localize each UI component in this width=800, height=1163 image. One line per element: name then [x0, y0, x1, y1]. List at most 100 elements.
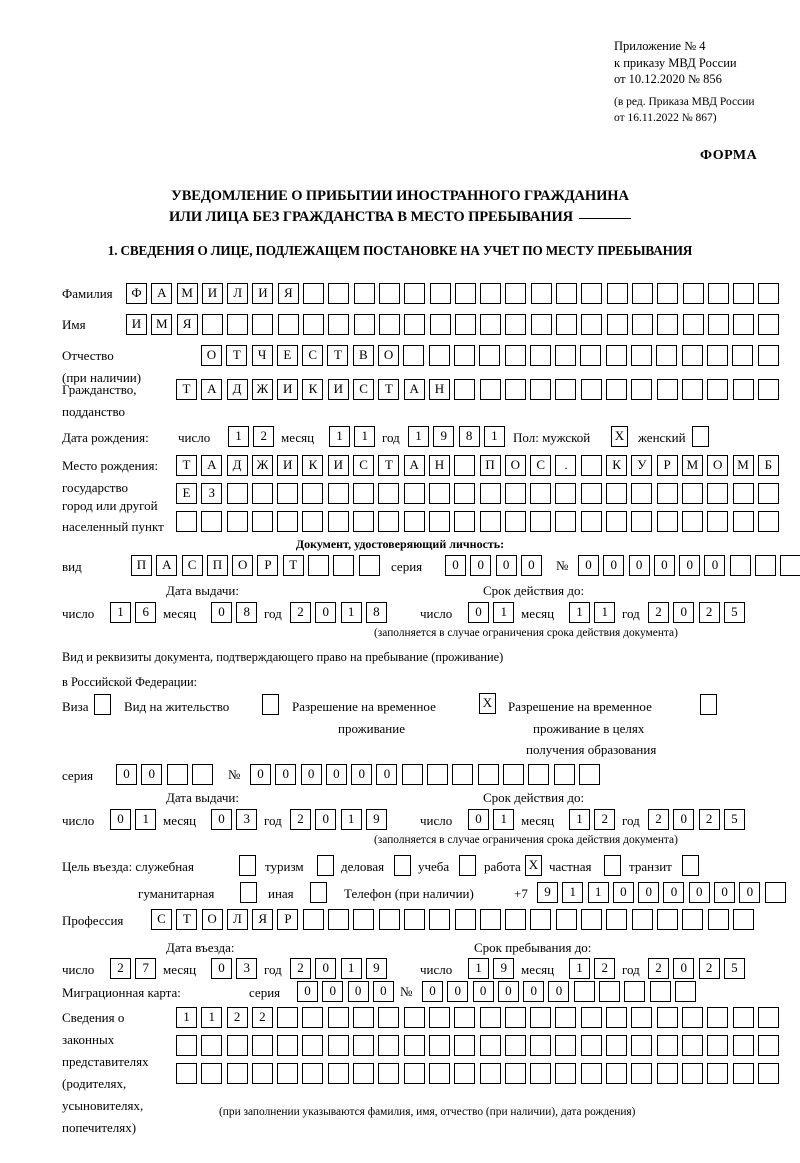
char-box[interactable]: [681, 1035, 703, 1056]
char-box[interactable]: [681, 379, 703, 400]
char-box[interactable]: 2: [594, 958, 616, 979]
char-box[interactable]: [302, 1007, 324, 1028]
char-box[interactable]: И: [277, 455, 299, 476]
char-box[interactable]: Л: [227, 283, 249, 304]
char-box[interactable]: [328, 909, 350, 930]
char-box[interactable]: [707, 483, 729, 504]
purpose-tourism-checkbox[interactable]: [317, 855, 334, 876]
char-box[interactable]: О: [378, 345, 400, 366]
char-box[interactable]: [302, 1035, 324, 1056]
purpose-other-checkbox[interactable]: [310, 882, 327, 903]
char-box[interactable]: [580, 379, 602, 400]
char-box[interactable]: М: [732, 455, 754, 476]
char-box[interactable]: А: [156, 555, 178, 576]
char-box[interactable]: [428, 1035, 450, 1056]
char-box[interactable]: [226, 511, 248, 532]
char-box[interactable]: 0: [297, 981, 318, 1002]
char-box[interactable]: Т: [226, 345, 248, 366]
char-box[interactable]: [606, 511, 628, 532]
char-box[interactable]: И: [252, 283, 274, 304]
char-box[interactable]: [302, 909, 324, 930]
char-box[interactable]: [479, 483, 501, 504]
char-box[interactable]: 0: [315, 958, 337, 979]
char-box[interactable]: [682, 909, 704, 930]
char-box[interactable]: [378, 511, 400, 532]
char-box[interactable]: [757, 379, 779, 400]
char-box[interactable]: 0: [497, 981, 519, 1002]
char-box[interactable]: 1: [228, 426, 249, 447]
char-box[interactable]: 1: [562, 882, 584, 903]
char-box[interactable]: [277, 483, 299, 504]
char-box[interactable]: [707, 314, 729, 335]
char-box[interactable]: О: [232, 555, 254, 576]
char-box[interactable]: О: [201, 909, 223, 930]
char-box[interactable]: [732, 1007, 754, 1028]
char-box[interactable]: [606, 909, 628, 930]
char-box[interactable]: 1: [354, 426, 376, 447]
char-box[interactable]: 0: [638, 882, 660, 903]
char-box[interactable]: [555, 379, 577, 400]
char-box[interactable]: [454, 483, 476, 504]
legal-rep-boxes-row2[interactable]: [176, 1035, 779, 1056]
char-box[interactable]: [277, 511, 299, 532]
char-box[interactable]: [581, 909, 603, 930]
char-box[interactable]: 1: [493, 809, 515, 830]
char-box[interactable]: 0: [468, 602, 489, 623]
char-box[interactable]: [631, 283, 653, 304]
char-box[interactable]: [429, 283, 451, 304]
char-box[interactable]: 1: [493, 602, 515, 623]
char-box[interactable]: 0: [351, 764, 373, 785]
char-box[interactable]: С: [302, 345, 324, 366]
char-box[interactable]: А: [403, 379, 425, 400]
char-box[interactable]: 2: [226, 1007, 248, 1028]
char-box[interactable]: 2: [251, 1007, 273, 1028]
char-box[interactable]: [758, 314, 780, 335]
char-box[interactable]: [303, 283, 325, 304]
char-box[interactable]: Р: [656, 455, 678, 476]
char-box[interactable]: 8: [458, 426, 480, 447]
char-box[interactable]: Л: [226, 909, 248, 930]
char-box[interactable]: [302, 511, 324, 532]
char-box[interactable]: 0: [739, 882, 761, 903]
char-box[interactable]: [403, 1035, 425, 1056]
char-box[interactable]: [555, 1063, 577, 1084]
char-box[interactable]: 5: [723, 809, 745, 830]
char-box[interactable]: 0: [472, 981, 494, 1002]
char-box[interactable]: [529, 345, 551, 366]
char-box[interactable]: [707, 379, 729, 400]
char-box[interactable]: [201, 314, 223, 335]
char-box[interactable]: 0: [211, 958, 232, 979]
char-box[interactable]: 9: [365, 958, 387, 979]
char-box[interactable]: [599, 981, 621, 1002]
char-box[interactable]: [530, 483, 552, 504]
char-box[interactable]: 0: [704, 555, 726, 576]
char-box[interactable]: [764, 882, 786, 903]
char-box[interactable]: [555, 1035, 577, 1056]
birth-place-city-boxes-row2[interactable]: [176, 511, 779, 532]
char-box[interactable]: Р: [277, 909, 299, 930]
char-box[interactable]: [530, 909, 552, 930]
char-box[interactable]: [251, 1035, 273, 1056]
char-box[interactable]: 0: [372, 981, 394, 1002]
char-box[interactable]: 9: [433, 426, 455, 447]
char-box[interactable]: [353, 1035, 375, 1056]
char-box[interactable]: [479, 1063, 501, 1084]
char-box[interactable]: К: [606, 455, 628, 476]
char-box[interactable]: [226, 483, 248, 504]
char-box[interactable]: [378, 483, 400, 504]
char-box[interactable]: Е: [276, 345, 298, 366]
char-box[interactable]: 1: [408, 426, 429, 447]
char-box[interactable]: 0: [422, 981, 443, 1002]
char-box[interactable]: 5: [723, 602, 745, 623]
char-box[interactable]: [479, 1035, 501, 1056]
char-box[interactable]: 0: [315, 809, 337, 830]
char-box[interactable]: [757, 1035, 779, 1056]
char-box[interactable]: [353, 909, 375, 930]
